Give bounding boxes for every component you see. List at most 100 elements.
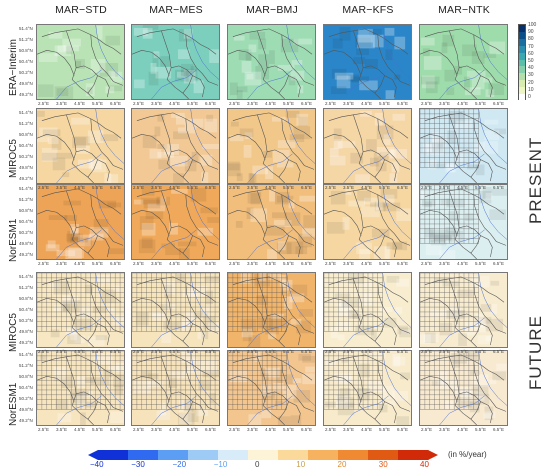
lon-tick-label: 2.5°E <box>133 349 145 354</box>
lon-tick-label: 3.5°E <box>343 185 355 190</box>
lon-tick-label: 2.5°E <box>421 427 433 432</box>
lon-tick-label: 4.5°E <box>361 185 373 190</box>
lon-tick-label: 3.5°E <box>56 427 68 432</box>
sequential-colorbar-label: 40 <box>528 65 534 72</box>
lon-tick-label: 2.5°E <box>325 101 337 106</box>
diverging-colorbar-swatch <box>218 450 249 460</box>
diverging-colorbar <box>88 450 438 460</box>
sequential-colorbar-swatch <box>519 31 525 39</box>
lon-tick-label: 4.5°E <box>265 349 277 354</box>
row-label-miroc5-future: MIROC5 <box>8 313 19 352</box>
lon-tick-label: 4.5°E <box>361 261 373 266</box>
map-panel <box>131 350 220 426</box>
lat-tick-label: 50.4°N <box>19 219 33 224</box>
diverging-colorbar-swatch <box>98 450 129 460</box>
lat-tick-label: 49.2°N <box>19 92 33 97</box>
map-panel <box>36 184 125 260</box>
lon-tick-label: 6.5°E <box>397 261 409 266</box>
map-panel <box>323 184 412 260</box>
lat-tick-label: 50.8°N <box>19 296 33 301</box>
sequential-colorbar-swatch <box>519 73 525 81</box>
lon-tick-label: 3.5°E <box>439 101 451 106</box>
sequential-colorbar-swatch <box>519 87 525 95</box>
lat-tick-label: 50.4°N <box>19 307 33 312</box>
lon-tick-label: 6.5°E <box>301 261 313 266</box>
sequential-colorbar-label: 60 <box>528 50 534 57</box>
lon-tick-label: 2.5°E <box>133 261 145 266</box>
map-panel <box>36 108 125 184</box>
lon-tick-label: 2.5°E <box>229 261 241 266</box>
lon-tick-label: 4.5°E <box>361 349 373 354</box>
sequential-colorbar-label: 90 <box>528 29 534 36</box>
sequential-colorbar-label: 30 <box>528 72 534 79</box>
lon-tick-label: 5.5°E <box>187 349 199 354</box>
lon-tick-label: 2.5°E <box>325 261 337 266</box>
lon-tick-label: 4.5°E <box>169 261 181 266</box>
map-panel <box>227 184 316 260</box>
lon-tick-label: 5.5°E <box>92 185 104 190</box>
lon-tick-label: 6.5°E <box>301 185 313 190</box>
lon-tick-label: 6.5°E <box>397 349 409 354</box>
lat-tick-label: 49.8°N <box>19 407 33 412</box>
lon-tick-label: 5.5°E <box>92 261 104 266</box>
lon-tick-label: 6.5°E <box>205 261 217 266</box>
lat-tick-label: 51.4°N <box>19 352 33 357</box>
side-label-present: PRESENT <box>526 136 545 224</box>
lat-tick-label: 51.4°N <box>19 274 33 279</box>
map-panel <box>131 184 220 260</box>
sequential-colorbar-swatch <box>519 25 525 32</box>
lon-tick-label: 3.5°E <box>343 261 355 266</box>
map-panel <box>131 108 220 184</box>
lon-tick-label: 3.5°E <box>56 261 68 266</box>
map-panel <box>323 24 412 100</box>
lon-tick-label: 4.5°E <box>265 261 277 266</box>
lon-tick-label: 4.5°E <box>265 101 277 106</box>
map-panel <box>227 272 316 348</box>
diverging-colorbar-swatch <box>398 450 429 460</box>
column-title-ntk: MAR−NTK <box>438 4 490 16</box>
lon-tick-label: 2.5°E <box>325 349 337 354</box>
lon-tick-label: 6.5°E <box>493 261 505 266</box>
lon-tick-label: 5.5°E <box>187 427 199 432</box>
sequential-colorbar-label: 70 <box>528 43 534 50</box>
lon-tick-label: 3.5°E <box>343 101 355 106</box>
lon-tick-label: 2.5°E <box>38 101 50 106</box>
lon-tick-label: 5.5°E <box>283 261 295 266</box>
lon-tick-label: 6.5°E <box>397 101 409 106</box>
row-label-noresm1-present: NorESM1 <box>8 218 19 262</box>
sequential-colorbar-label: 10 <box>528 86 534 93</box>
lon-tick-label: 6.5°E <box>205 185 217 190</box>
diverging-colorbar-swatch <box>158 450 189 460</box>
lon-tick-label: 6.5°E <box>205 101 217 106</box>
lon-tick-label: 2.5°E <box>229 101 241 106</box>
lon-tick-label: 4.5°E <box>457 185 469 190</box>
diverging-colorbar-label: −20 <box>172 460 187 469</box>
map-panel <box>419 350 508 426</box>
lon-tick-label: 2.5°E <box>229 349 241 354</box>
map-panel <box>419 184 508 260</box>
lon-tick-label: 5.5°E <box>475 427 487 432</box>
lon-tick-label: 4.5°E <box>457 101 469 106</box>
lon-tick-label: 2.5°E <box>229 185 241 190</box>
lat-tick-label: 50.4°N <box>19 143 33 148</box>
lon-tick-label: 5.5°E <box>475 261 487 266</box>
sequential-colorbar-swatch <box>519 52 525 60</box>
lon-tick-label: 3.5°E <box>151 185 163 190</box>
diverging-colorbar-label: 0 <box>255 460 260 469</box>
lat-tick-label: 50.2°N <box>19 154 33 159</box>
lon-tick-label: 6.5°E <box>110 261 122 266</box>
lon-tick-label: 3.5°E <box>439 261 451 266</box>
lon-tick-label: 4.5°E <box>74 427 86 432</box>
lon-tick-label: 5.5°E <box>379 427 391 432</box>
lon-tick-label: 2.5°E <box>325 185 337 190</box>
lon-tick-label: 5.5°E <box>283 427 295 432</box>
lon-tick-label: 5.5°E <box>92 349 104 354</box>
lon-tick-label: 6.5°E <box>205 349 217 354</box>
sequential-colorbar-label: 80 <box>528 36 534 43</box>
lon-tick-label: 6.5°E <box>493 427 505 432</box>
lon-tick-label: 4.5°E <box>265 185 277 190</box>
diverging-colorbar-swatch <box>308 450 339 460</box>
lon-tick-label: 5.5°E <box>92 101 104 106</box>
lat-tick-label: 49.2°N <box>19 418 33 423</box>
map-panel <box>131 272 220 348</box>
